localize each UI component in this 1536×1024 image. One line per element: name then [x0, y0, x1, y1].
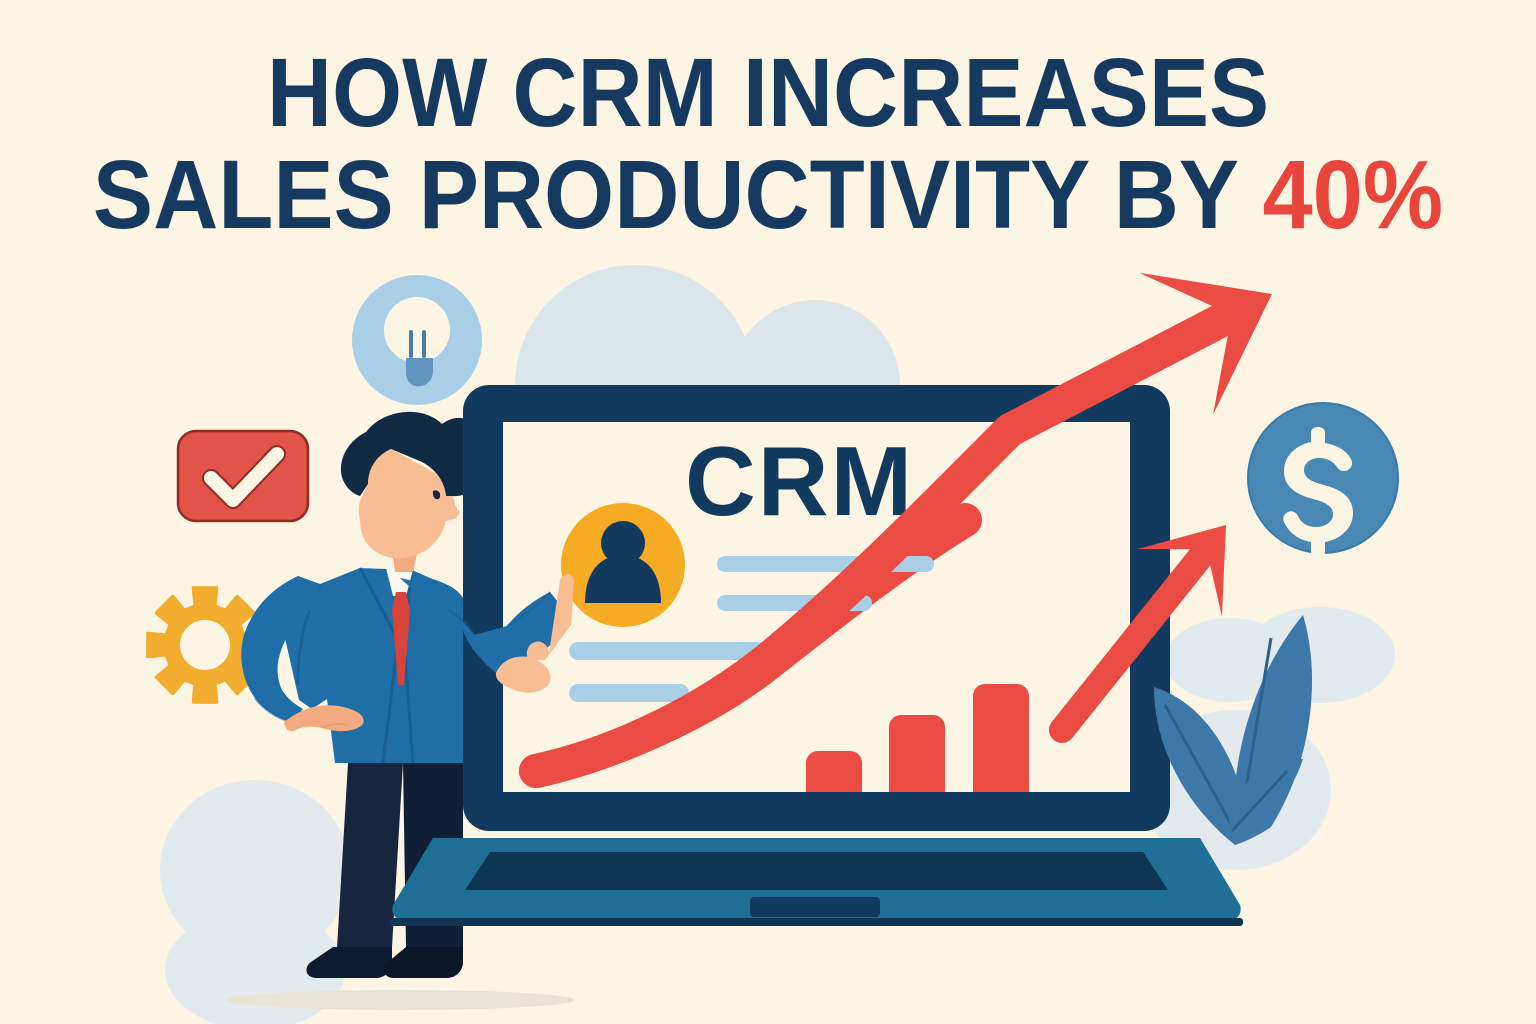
svg-text:CRM: CRM [685, 426, 914, 536]
